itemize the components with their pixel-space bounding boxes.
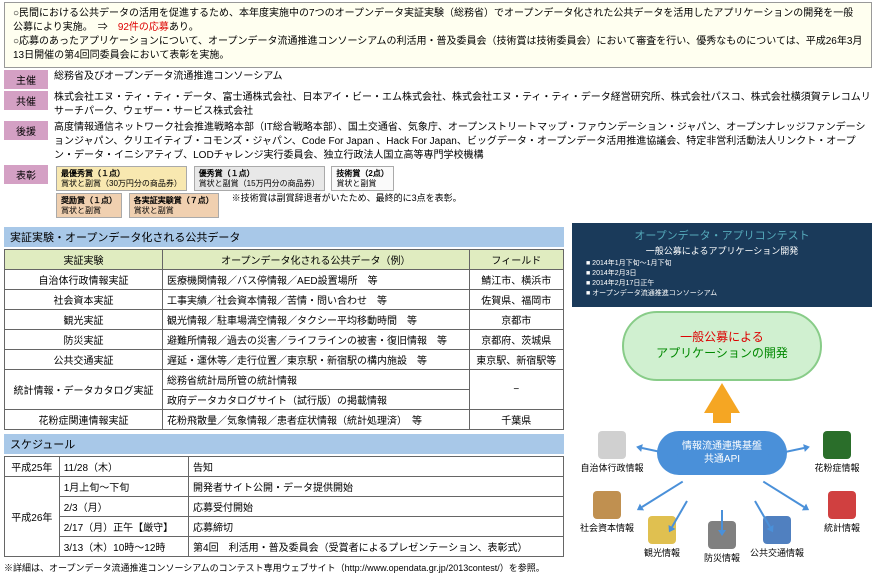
node-icon <box>598 431 626 459</box>
table-row: 3/13（木）10時〜12時第4回 利活用・普及委員会（受賞者によるプレゼンテー… <box>5 537 564 557</box>
schedule-header: スケジュール <box>4 434 564 454</box>
table-row: 2/17（月）正午【厳守】応募締切 <box>5 517 564 537</box>
cohost-label: 共催 <box>4 91 48 110</box>
schedule-table: 平成25年11/28（木）告知平成26年1月上旬〜下旬開発者サイト公開・データ提… <box>4 456 564 557</box>
data-node: 自治体行政情報 <box>577 431 647 474</box>
api-node: 情報流通連携基盤共通API <box>657 431 787 475</box>
arrow-icon <box>641 480 683 507</box>
node-icon <box>828 491 856 519</box>
intro-line1b: あり。 <box>169 22 199 33</box>
organizer-body: 総務省及びオープンデータ流通推進コンソーシアム <box>54 70 872 84</box>
table-row: 平成26年1月上旬〜下旬開発者サイト公開・データ提供開始 <box>5 477 564 497</box>
intro-line2: ○応募のあったアプリケーションについて、オープンデータ流通推進コンソーシアムの利… <box>13 35 863 63</box>
organizer-row: 主催 総務省及びオープンデータ流通推進コンソーシアム <box>4 70 872 89</box>
data-node: 統計情報 <box>807 491 876 534</box>
table-header: オープンデータ化される公共データ（例） <box>163 250 470 270</box>
award-bronze2: 各実証実験賞（７点）賞状と副賞 <box>129 193 219 218</box>
table-row: 社会資本実証工事実績／社会資本情報／苦情・問い合わせ 等佐賀県、福岡市 <box>5 290 564 310</box>
table-row: 自治体行政情報実証医療機関情報／バス停情報／AED設置場所 等鯖江市、横浜市 <box>5 270 564 290</box>
award-tech: 技術賞（2点）賞状と副賞 <box>331 166 393 191</box>
support-label: 後援 <box>4 121 48 140</box>
contest-banner: オープンデータ・アプリコンテスト 一般公募によるアプリケーション開発 ■ 201… <box>572 223 872 306</box>
intro-box: ○民間における公共データの活用を促進するため、本年度実施中の7つのオープンデータ… <box>4 2 872 68</box>
table-header: 実証実験 <box>5 250 163 270</box>
award-gold: 最優秀賞（１点）賞状と副賞（30万円分の商品券） <box>56 166 187 191</box>
award-bronze1: 奨励賞（１点）賞状と副賞 <box>56 193 122 218</box>
data-section-header: 実証実験・オープンデータ化される公共データ <box>4 227 564 247</box>
diagram: 一般公募によるアプリケーションの開発 情報流通連携基盤共通API 自治体行政情報… <box>572 311 872 541</box>
intro-line1-red: 92件の応募 <box>118 22 169 33</box>
awards-label: 表彰 <box>4 165 48 184</box>
award-note: ※技術賞は副賞辞退者がいたため、最終的に3点を表彰。 <box>232 193 462 203</box>
arrow-up-icon <box>704 383 740 413</box>
support-row: 後援 高度情報通信ネットワーク社会推進戦略本部（IT総合戦略本部）、国土交通省、… <box>4 121 872 163</box>
support-body: 高度情報通信ネットワーク社会推進戦略本部（IT総合戦略本部）、国土交通省、気象庁… <box>54 121 872 163</box>
banner-title: オープンデータ・アプリコンテスト <box>578 229 866 244</box>
table-row: 公共交通実証遅延・運休等／走行位置／東京駅・新宿駅の構内施設 等東京駅、新宿駅等 <box>5 350 564 370</box>
node-icon <box>593 491 621 519</box>
banner-sub: 一般公募によるアプリケーション開発 <box>578 245 866 258</box>
data-node: 花粉症情報 <box>802 431 872 474</box>
cohost-row: 共催 株式会社エヌ・ティ・ティ・データ、富士通株式会社、日本アイ・ビー・エム株式… <box>4 91 872 119</box>
awards-body: 最優秀賞（１点）賞状と副賞（30万円分の商品券） 優秀賞（１点）賞状と副賞（15… <box>54 165 872 219</box>
table-row: 平成25年11/28（木）告知 <box>5 457 564 477</box>
organizer-label: 主催 <box>4 70 48 89</box>
award-silver: 優秀賞（１点）賞状と副賞（15万円分の商品券） <box>194 166 325 191</box>
table-row: 花粉症関連情報実証花粉飛散量／気象情報／患者症状情報（統計処理済） 等千葉県 <box>5 410 564 430</box>
awards-row: 表彰 最優秀賞（１点）賞状と副賞（30万円分の商品券） 優秀賞（１点）賞状と副賞… <box>4 165 872 219</box>
data-table: 実証実験オープンデータ化される公共データ（例）フィールド 自治体行政情報実証医療… <box>4 249 564 430</box>
arrow-icon <box>763 480 805 507</box>
cohost-body: 株式会社エヌ・ティ・ティ・データ、富士通株式会社、日本アイ・ビー・エム株式会社、… <box>54 91 872 119</box>
table-row: 観光実証観光情報／駐車場満空情報／タクシー平均移動時間 等京都市 <box>5 310 564 330</box>
table-row: 統計情報・データカタログ実証総務省統計局所管の統計情報− <box>5 370 564 390</box>
table-row: 2/3（月）応募受付開始 <box>5 497 564 517</box>
arrow-icon <box>721 510 723 530</box>
table-header: フィールド <box>469 250 563 270</box>
table-row: 防災実証避難所情報／過去の災害／ライフラインの被害・復旧情報 等京都府、茨城県 <box>5 330 564 350</box>
node-icon <box>823 431 851 459</box>
cloud: 一般公募によるアプリケーションの開発 <box>622 311 822 381</box>
